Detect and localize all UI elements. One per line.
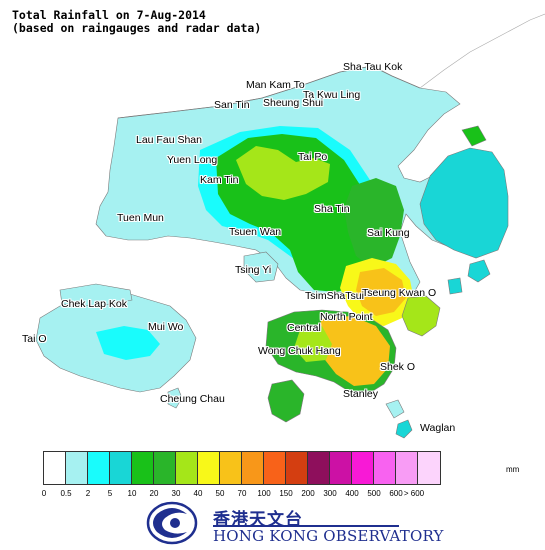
legend-tick-label: 300 [323,489,337,498]
place-label-cheung-chau: Cheung Chau [160,393,225,405]
east-islet-1 [467,259,491,283]
rain-band-30-40 [236,146,330,200]
legend-swatch-1 [66,452,88,484]
legend-swatch-16 [396,452,418,484]
legend-tick-label: 0 [41,489,47,498]
place-label-tsuen-wan: Tsuen Wan [229,226,282,238]
place-label-tsing-yi: Tsing Yi [235,264,272,276]
legend-tick-label: 200 [301,489,315,498]
cheung-chau-island [167,387,183,409]
rain-band-sai-kung-green [344,178,404,268]
legend-tick-label: 20 [149,489,159,498]
rain-band-50-70-tko [356,268,406,316]
place-label-mui-wo: Mui Wo [148,321,184,333]
place-label-tsim-sha-tsui: TsimShaTsui [305,290,364,302]
map-title: Total Rainfall on 7-Aug-2014 [12,8,206,22]
legend-tick-label: 70 [237,489,247,498]
legend-swatch-6 [176,452,198,484]
place-label-sha-tin: Sha Tin [314,203,350,215]
legend-swatch-3 [110,452,132,484]
place-label-waglan: Waglan [420,422,456,434]
place-label-chek-lap-kok: Chek Lap Kok [61,298,127,310]
place-label-man-kam-to: Man Kam To [246,79,305,91]
legend-tick-label: > 600 [403,489,425,498]
lamma-island [267,379,305,423]
legend-swatch-10 [264,452,286,484]
east-islet-2 [447,277,463,295]
legend-swatch-7 [198,452,220,484]
rainfall-legend [43,451,441,485]
legend-tick-label: 600 [389,489,403,498]
legend-tick-label: 0.5 [60,489,72,498]
legend-tick-label: 100 [257,489,271,498]
mainland-coast [419,13,545,89]
chek-lap-kok-island [59,283,133,307]
legend-swatch-15 [374,452,396,484]
organization-name-english: HONG KONG OBSERVATORY [213,527,444,545]
north-islet [461,125,487,147]
lantau-heavier [96,326,160,360]
legend-swatch-12 [308,452,330,484]
place-label-tai-o: Tai O [22,333,47,345]
legend-unit: mm [506,465,520,474]
place-label-sai-kung: Sai Kung [367,227,410,239]
place-label-north-point: North Point [320,311,373,323]
place-label-shek-o: Shek O [380,361,416,373]
boundary-line [117,65,421,119]
legend-tick-label: 40 [193,489,203,498]
place-label-lau-fau-shan: Lau Fau Shan [136,134,202,146]
legend-tick-label: 400 [345,489,359,498]
place-label-tuen-mun: Tuen Mun [117,212,164,224]
legend-swatch-17 [418,452,440,484]
legend-tick-label: 2 [85,489,91,498]
legend-swatch-0 [44,452,66,484]
legend-tick-label: 500 [367,489,381,498]
legend-swatch-4 [132,452,154,484]
map-subtitle: (based on raingauges and radar data) [12,21,262,35]
legend-swatch-9 [242,452,264,484]
po-toi-island [385,399,405,419]
place-label-yuen-long: Yuen Long [167,154,218,166]
legend-swatch-8 [220,452,242,484]
place-label-stanley: Stanley [343,388,379,400]
place-label-central: Central [287,322,321,334]
sai-kung-peninsula [419,147,509,259]
legend-tick-label: 5 [107,489,113,498]
place-label-kam-tin: Kam Tin [200,174,239,186]
legend-tick-label: 30 [171,489,181,498]
legend-swatch-5 [154,452,176,484]
waglan-island [395,419,413,439]
legend-swatch-2 [88,452,110,484]
legend-swatch-11 [286,452,308,484]
place-label-san-tin: San Tin [214,99,250,111]
legend-tick-label: 10 [127,489,137,498]
rainfall-map [35,13,545,439]
tko-east-land [401,295,441,337]
legend-tick-label: 50 [215,489,225,498]
place-label-sha-tau-kok: Sha Tau Kok [343,61,403,73]
place-label-sheung-shui: Sheung Shui [263,97,324,109]
tsing-yi-island [243,251,279,283]
legend-swatch-14 [352,452,374,484]
place-label-tai-po: Tai Po [298,151,328,163]
place-label-ta-kwu-ling: Ta Kwu Ling [303,89,361,101]
hk-island-yellow [294,326,332,362]
organization-divider [213,525,399,527]
legend-tick-label: 150 [279,489,293,498]
place-label-wong-chuk-hang: Wong Chuk Hang [258,345,341,357]
place-label-tseung-kwan-o: Tseung Kwan O [362,287,437,299]
legend-swatch-13 [330,452,352,484]
observatory-logo [146,501,198,545]
hk-island-orange [316,316,390,386]
